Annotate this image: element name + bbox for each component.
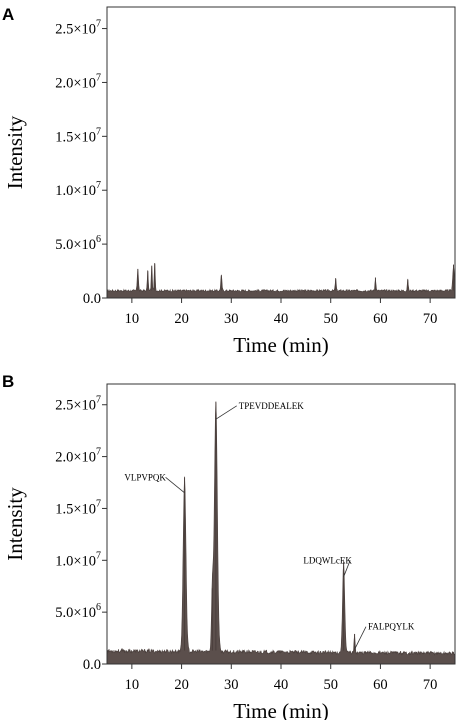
y-tick-label: 0.0 [83, 291, 101, 307]
x-tick-label: 60 [373, 677, 388, 693]
x-tick-label: 70 [423, 677, 438, 693]
y-tick-label: 2.0×107 [55, 72, 101, 91]
y-tick-mantissa: 1.0×10 [55, 553, 96, 569]
x-tick-label: 20 [174, 311, 189, 327]
y-axis-title: Intensity [3, 115, 27, 189]
y-tick-label: 5.0×106 [55, 234, 101, 253]
x-tick-label: 70 [423, 311, 438, 327]
y-tick-exponent: 7 [96, 395, 101, 406]
y-tick-mantissa: 1.5×10 [55, 501, 96, 517]
x-axis-title: Time (min) [233, 333, 328, 357]
x-tick-label: 50 [323, 677, 338, 693]
y-tick-label: 1.0×107 [55, 180, 101, 199]
y-tick-mantissa: 1.0×10 [55, 183, 96, 199]
x-tick-label: 60 [373, 311, 388, 327]
x-tick-label: 20 [174, 677, 189, 693]
annotation-leader [343, 560, 351, 577]
y-tick-exponent: 7 [96, 447, 101, 458]
chromatogram-trace [106, 263, 456, 299]
y-tick-exponent: 7 [96, 19, 101, 30]
y-tick-mantissa: 5.0×10 [55, 605, 96, 621]
x-tick-label: 40 [274, 311, 289, 327]
x-tick-label: 10 [125, 311, 140, 327]
x-tick-label: 50 [323, 311, 338, 327]
x-tick-label: 40 [274, 677, 289, 693]
y-tick-exponent: 7 [96, 72, 101, 83]
y-tick-exponent: 6 [96, 602, 101, 613]
y-tick-label: 2.5×107 [55, 395, 101, 414]
y-tick-label: 1.0×107 [55, 550, 101, 569]
y-axis-title: Intensity [3, 487, 27, 561]
y-tick-mantissa: 0.0 [83, 291, 101, 307]
y-tick-mantissa: 1.5×10 [55, 129, 96, 145]
annotation-leader [354, 626, 367, 650]
y-tick-label: 1.5×107 [55, 498, 101, 517]
y-tick-mantissa: 2.0×10 [55, 75, 96, 91]
y-tick-mantissa: 5.0×10 [55, 237, 96, 253]
panel-label: B [2, 372, 14, 391]
annotation-leader [165, 477, 185, 494]
x-tick-label: 10 [125, 677, 140, 693]
y-tick-exponent: 6 [96, 234, 101, 245]
y-tick-mantissa: 2.0×10 [55, 450, 96, 466]
peak-annotation: LDQWLcEK [303, 555, 352, 565]
x-tick-label: 30 [224, 311, 239, 327]
y-tick-exponent: 7 [96, 550, 101, 561]
plot-frame [106, 6, 456, 299]
y-tick-label: 2.0×107 [55, 447, 101, 466]
y-tick-exponent: 7 [96, 180, 101, 191]
y-tick-label: 1.5×107 [55, 126, 101, 145]
chart-panel-a: A10 20 30 40 50 60 700.05.0×1061.0×1071.5×1072… [2, 5, 456, 357]
y-tick-label: 5.0×106 [55, 602, 101, 621]
x-axis-title: Time (min) [233, 699, 328, 720]
panel-label: A [2, 5, 14, 24]
annotation-leader [215, 405, 237, 420]
x-tick-label: 30 [224, 677, 239, 693]
peak-annotation: VLPVPQK [124, 472, 166, 482]
y-tick-mantissa: 2.5×10 [55, 398, 96, 414]
y-tick-mantissa: 2.5×10 [55, 22, 96, 38]
chart-panel-b: B10 20 30 40 50 60 700.05.0×1061.0×1071.5×1072… [2, 372, 456, 720]
y-tick-label: 0.0 [83, 657, 101, 673]
y-tick-exponent: 7 [96, 126, 101, 137]
peak-annotation: FALPQYLK [368, 622, 415, 632]
y-tick-exponent: 7 [96, 498, 101, 509]
chromatogram-trace [106, 403, 456, 665]
y-tick-mantissa: 0.0 [83, 657, 101, 673]
y-tick-label: 2.5×107 [55, 19, 101, 38]
peak-annotation: TPEVDDEALEK [239, 401, 304, 411]
